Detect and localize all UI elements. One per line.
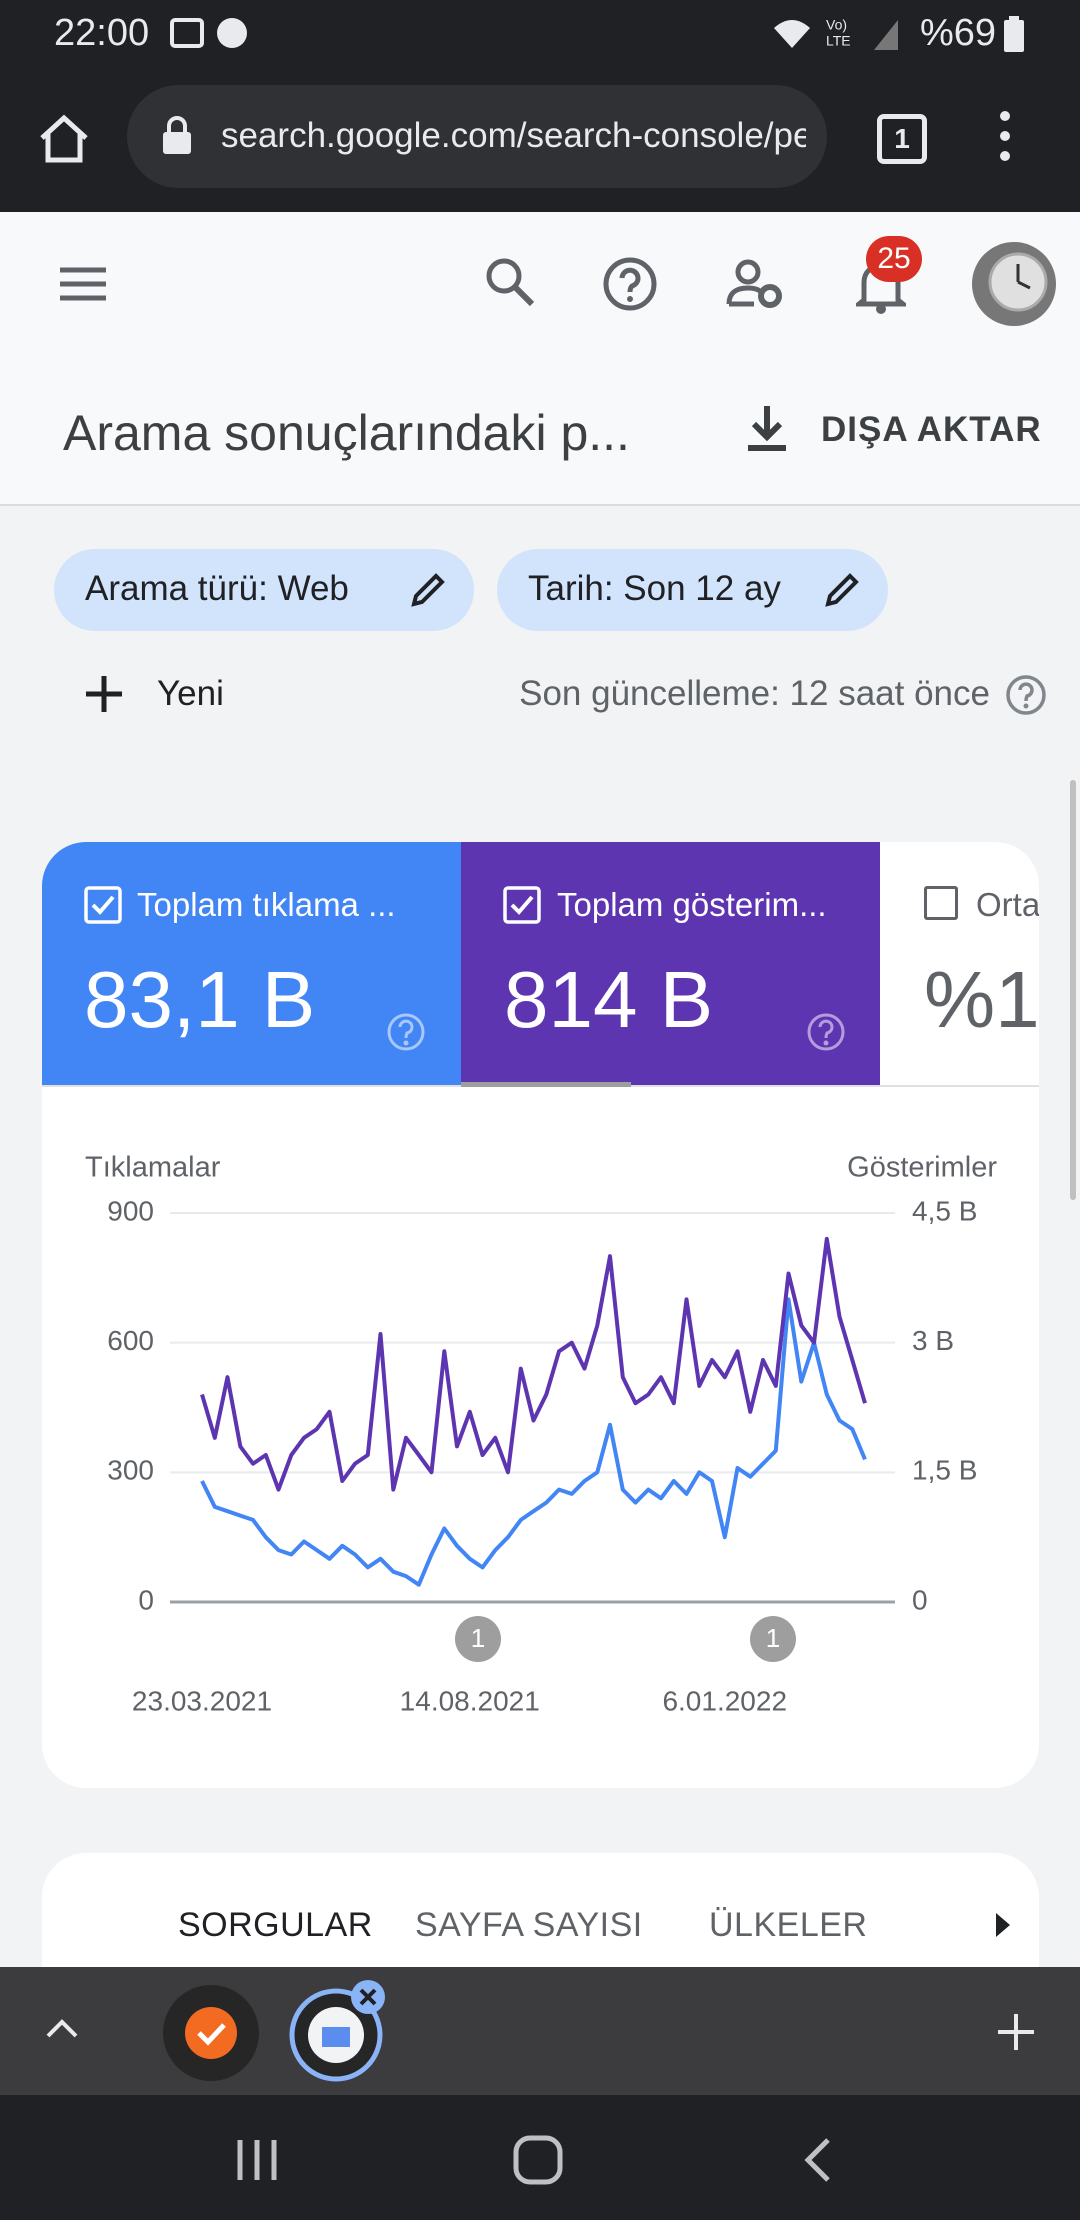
search-button[interactable] — [482, 254, 538, 310]
data-line — [200, 1236, 867, 1492]
tab-count[interactable]: 1 — [877, 114, 927, 164]
scrollbar — [1070, 780, 1076, 1200]
metric-value: 83,1 B — [84, 955, 316, 1044]
metric-value: %1 — [924, 955, 1039, 1044]
app-bubble[interactable] — [286, 1975, 398, 2087]
filter-chip[interactable] — [497, 549, 888, 631]
tab[interactable]: SAYFA SAYISI — [415, 1906, 643, 1944]
metric-tile[interactable] — [461, 842, 880, 1087]
status-icons — [170, 18, 247, 48]
recents-button[interactable] — [232, 2138, 282, 2182]
back-button[interactable] — [800, 2136, 836, 2184]
help-icon[interactable] — [806, 1012, 846, 1052]
checkbox[interactable] — [924, 886, 958, 920]
notification-badge: 25 — [866, 236, 922, 282]
signal-icons: Vo) LTE — [774, 17, 898, 50]
metric-tile[interactable]: Orta %1 — [880, 842, 1039, 1085]
lock-icon — [163, 116, 191, 154]
help-icon[interactable] — [386, 1012, 426, 1052]
tab[interactable]: ÜLKELER — [709, 1906, 868, 1944]
export-button[interactable]: DIŞA AKTAR — [821, 410, 1042, 449]
battery-level: %69 — [920, 12, 997, 54]
app-bubble[interactable] — [161, 1983, 261, 2083]
chart: Tıklamalar Gösterimler 0 300 600 900 0 1,5 B 3… — [85, 1152, 997, 1717]
x-tick-label: 14.08.2021 — [400, 1685, 540, 1716]
x-tick-label: 6.01.2022 — [662, 1685, 787, 1716]
checkbox[interactable] — [84, 886, 122, 924]
download-icon — [748, 406, 786, 451]
tabs-next[interactable] — [993, 1910, 1013, 1940]
y-tick-label: 600 — [107, 1325, 154, 1356]
metric-label: Toplam tıklama ... — [137, 886, 396, 923]
divider — [0, 504, 1080, 506]
y2-tick-label: 0 — [912, 1584, 928, 1615]
performance-card — [42, 842, 1039, 1788]
nav-bar — [0, 2095, 1080, 2220]
annotation-marker — [455, 1616, 501, 1662]
hamburger-menu[interactable] — [58, 264, 108, 304]
avatar[interactable] — [970, 240, 1058, 328]
status-time: 22:00 — [54, 12, 150, 54]
url-text: search.google.com/search-console/pe — [221, 116, 806, 155]
annotation-marker — [750, 1616, 796, 1662]
filter-chip[interactable] — [54, 549, 474, 631]
battery-icon — [1004, 16, 1024, 52]
filter-chip-label: Arama türü: Web — [85, 569, 349, 608]
y-tick-label: 900 — [107, 1195, 154, 1226]
y2-tick-label: 1,5 B — [912, 1455, 977, 1486]
y2-tick-label: 3 B — [912, 1325, 954, 1356]
menu-button[interactable] — [990, 108, 1020, 168]
metric-value: 814 B — [504, 955, 714, 1044]
last-update: Son güncelleme: 12 saat önce — [519, 674, 990, 713]
edit-icon[interactable] — [408, 570, 448, 610]
y-tick-label: 0 — [138, 1584, 154, 1615]
tab[interactable]: SORGULAR — [178, 1906, 373, 1944]
y2-axis-title: Gösterimler — [847, 1152, 997, 1184]
tile-indicator — [461, 1082, 631, 1087]
y-axis-title: Tıklamalar — [85, 1152, 221, 1184]
url-bar[interactable] — [127, 85, 827, 188]
x-tick-label: 23.03.2021 — [132, 1685, 272, 1716]
checkbox[interactable] — [503, 886, 541, 924]
data-line — [200, 1297, 867, 1587]
add-bubble[interactable] — [996, 2012, 1036, 2052]
metric-tile[interactable] — [42, 842, 461, 1087]
home-nav-button[interactable] — [512, 2134, 564, 2186]
y2-tick-label: 4,5 B — [912, 1195, 977, 1226]
expand-button[interactable] — [44, 2014, 80, 2042]
edit-icon[interactable] — [822, 570, 862, 610]
filter-chip-label: Tarih: Son 12 ay — [528, 569, 781, 608]
home-button[interactable] — [36, 110, 92, 166]
annotation-label: 1 — [766, 1623, 780, 1653]
metric-label: Orta — [976, 886, 1039, 923]
users-settings-button[interactable] — [726, 258, 786, 310]
add-icon[interactable] — [84, 674, 124, 714]
metric-label: Toplam gösterim... — [557, 886, 827, 923]
svg-text:Vo): Vo) — [826, 17, 847, 33]
new-filter-button[interactable]: Yeni — [157, 674, 224, 713]
page-title: Arama sonuçlarındaki p... — [63, 405, 630, 461]
help-icon[interactable] — [1005, 674, 1047, 716]
svg-text:LTE: LTE — [826, 33, 851, 49]
y-tick-label: 300 — [107, 1455, 154, 1486]
help-button[interactable] — [602, 256, 658, 312]
annotation-label: 1 — [471, 1623, 485, 1653]
